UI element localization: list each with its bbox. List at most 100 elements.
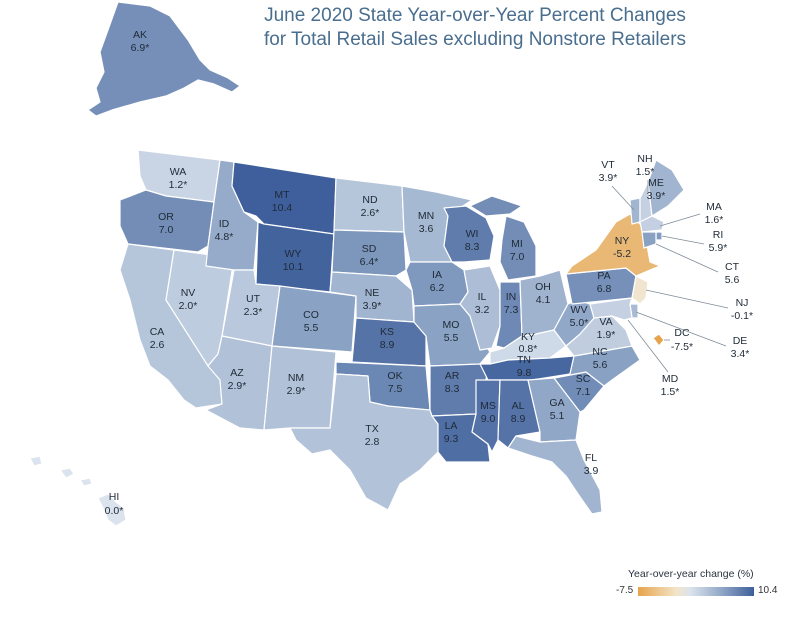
state-value-ny: -5.2 [613,248,631,260]
state-shape-ak [87,1,241,117]
state-ct [641,231,657,249]
state-wi [443,205,495,263]
callout-line-ma [659,213,701,227]
state-value-wy: 10.1 [283,261,304,273]
state-value-ar: 8.3 [445,383,460,395]
title-line-2: for Total Retail Sales excluding Nonstor… [263,29,687,50]
title-line-1: June 2020 State Year-over-Year Percent C… [264,5,686,26]
state-shape-mi [469,195,537,281]
state-abbr-ak: AK [133,29,147,41]
state-abbr-ok: OK [387,370,402,382]
state-shape-hi [29,455,127,527]
state-shape-vt [629,197,641,225]
state-shape-ks [351,317,427,367]
state-abbr-ny: NY [615,235,630,247]
state-value-ky: 0.8* [519,343,538,355]
legend-min: -7.5 [616,585,634,596]
state-abbr-al: AL [512,400,525,412]
state-value-il: 3.2 [475,304,490,316]
state-abbr-in: IN [506,291,517,303]
state-value-wv: 5.0* [570,317,589,329]
state-shape-ri [655,231,663,241]
state-value-me: 3.9* [647,190,666,202]
state-abbr-nc: NC [592,346,608,358]
state-abbr-id: ID [219,218,230,230]
state-value-sd: 6.4* [360,256,379,268]
state-abbr-nj: NJ [736,297,749,309]
state-abbr-dc: DC [674,327,690,339]
state-abbr-ma: MA [706,201,722,213]
state-ak [87,1,241,117]
state-abbr-md: MD [662,373,679,385]
state-value-md: 1.5* [661,386,680,398]
state-value-ks: 8.9 [380,339,395,351]
state-abbr-de: DE [733,335,748,347]
state-abbr-ar: AR [445,370,460,382]
state-abbr-nv: NV [181,287,196,299]
state-abbr-fl: FL [585,452,597,464]
state-ks [351,317,427,367]
state-abbr-ne: NE [365,287,380,299]
state-value-ga: 5.1 [550,410,565,422]
state-abbr-hi: HI [109,491,120,503]
state-abbr-oh: OH [535,281,551,293]
state-value-nm: 2.9* [287,385,306,397]
state-value-fl: 3.9 [584,465,599,477]
state-value-ct: 5.6 [725,274,740,286]
legend-color-ramp [638,587,754,596]
state-value-id: 4.8* [215,231,234,243]
state-value-co: 5.5 [304,322,319,334]
state-value-nc: 5.6 [593,359,608,371]
state-value-ma: 1.6* [705,214,724,226]
state-value-wa: 1.2* [169,179,188,191]
state-abbr-nm: NM [288,372,304,384]
state-value-mt: 10.4 [272,202,293,214]
state-abbr-or: OR [158,211,174,223]
state-value-nd: 2.6* [361,207,380,219]
state-value-tn: 9.8 [517,367,532,379]
state-abbr-pa: PA [597,270,610,282]
state-abbr-ky: KY [521,331,535,343]
state-abbr-vt: VT [601,159,615,171]
color-legend: Year-over-year change (%) -7.5 10.4 [616,568,777,608]
state-abbr-wv: WV [571,304,588,316]
state-hi [29,455,127,527]
state-abbr-ct: CT [725,261,740,273]
state-abbr-mo: MO [443,319,460,331]
state-value-vt: 3.9* [599,172,618,184]
state-abbr-ga: GA [549,397,564,409]
state-abbr-az: AZ [230,367,244,379]
state-abbr-wa: WA [170,166,187,178]
state-value-az: 2.9* [228,380,247,392]
state-abbr-va: VA [599,316,612,328]
state-abbr-mt: MT [274,189,290,201]
state-value-mi: 7.0 [510,251,525,263]
state-fl [507,435,603,515]
state-abbr-wi: WI [466,228,479,240]
state-abbr-nd: ND [362,194,378,206]
state-abbr-ca: CA [150,326,165,338]
state-nj [631,275,649,305]
state-mi [469,195,537,281]
state-value-ne: 3.9* [363,300,382,312]
state-value-hi: 0.0* [105,505,124,517]
state-shape-fl [507,435,603,515]
legend-max: 10.4 [758,585,778,596]
state-abbr-wy: WY [285,248,302,260]
state-value-mn: 3.6 [419,223,434,235]
state-ma [639,215,665,233]
state-value-nv: 2.0* [179,300,198,312]
state-value-la: 9.3 [444,433,459,445]
state-value-ok: 7.5 [388,383,403,395]
state-value-ak: 6.9* [131,42,150,54]
state-shape-il [459,265,501,351]
callout-line-ri [661,235,705,245]
state-abbr-co: CO [303,309,319,321]
state-value-oh: 4.1 [536,294,551,306]
state-ri [655,231,663,241]
state-abbr-sd: SD [362,243,377,255]
state-value-tx: 2.8 [365,436,380,448]
state-abbr-nh: NH [637,153,652,165]
